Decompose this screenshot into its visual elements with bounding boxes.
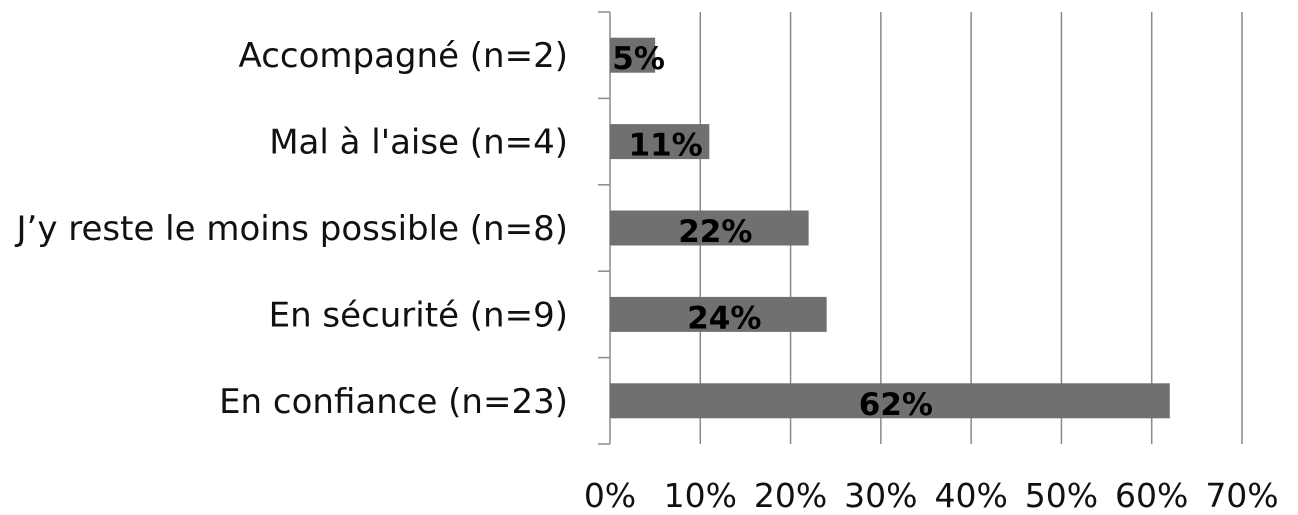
grid-lines xyxy=(699,12,1243,444)
data-labels: 5% 11% 22% 24% 62% xyxy=(612,41,933,423)
bar xyxy=(610,383,1170,419)
data-label: 5% xyxy=(612,41,665,77)
category-label: Accompagné (n=2) xyxy=(239,36,568,76)
data-label: 11% xyxy=(629,128,703,164)
category-label: Mal à l'aise (n=4) xyxy=(269,123,568,163)
data-label: 62% xyxy=(859,387,933,423)
category-labels: Accompagné (n=2) Mal à l'aise (n=4) J’y re… xyxy=(14,36,568,422)
data-label: 22% xyxy=(678,214,752,250)
x-tick-label: 60% xyxy=(1115,476,1188,515)
category-label: En sécurité (n=9) xyxy=(269,295,568,335)
x-tick-label: 70% xyxy=(1205,476,1278,515)
x-tick-label: 50% xyxy=(1025,476,1098,515)
x-tick-label: 40% xyxy=(934,476,1007,515)
x-tick-label: 30% xyxy=(844,476,917,515)
category-axis xyxy=(598,11,611,445)
bar xyxy=(610,124,710,160)
x-tick-label: 10% xyxy=(664,476,737,515)
x-tick-labels: 0% 10% 20% 30% 40% 50% 60% 70% xyxy=(584,476,1279,515)
bar xyxy=(610,37,656,73)
bars xyxy=(610,37,1170,419)
x-tick-label: 0% xyxy=(584,476,636,515)
category-label: En confiance (n=23) xyxy=(219,382,568,422)
data-label: 24% xyxy=(687,300,761,336)
category-label: J’y reste le moins possible (n=8) xyxy=(14,209,568,249)
bar xyxy=(610,296,827,332)
bar xyxy=(610,210,809,246)
x-tick-label: 20% xyxy=(754,476,827,515)
